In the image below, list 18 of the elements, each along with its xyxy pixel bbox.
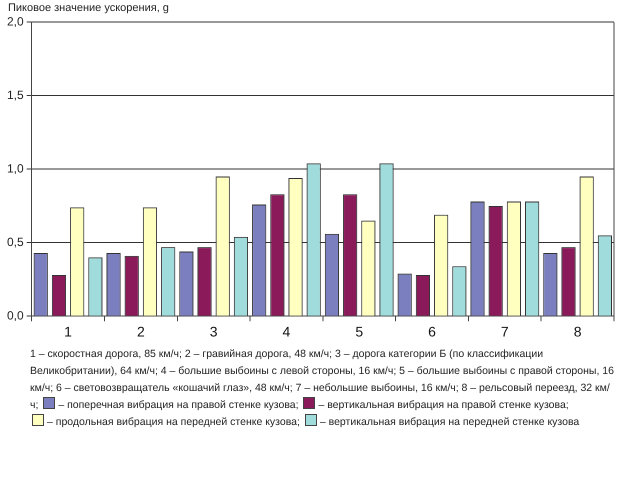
legend-label: – поперечная вибрация на правой стенке кузова; — [58, 399, 299, 411]
x-tick-label: 7 — [500, 323, 509, 340]
y-tick-label: 0,0 — [6, 308, 24, 323]
x-tick-label: 4 — [282, 323, 291, 340]
y-tick-label: 2,0 — [6, 14, 24, 29]
legend-label: – вертикальная вибрация на правой стенке кузова; — [318, 399, 569, 411]
x-tick-label: 8 — [574, 323, 582, 340]
y-tick-label: 1,0 — [6, 162, 24, 176]
legend-label: – продольная вибрация на передней стенке кузова; — [47, 416, 300, 428]
y-tick-label: 1,5 — [6, 88, 24, 102]
x-tick-label: 5 — [355, 323, 364, 340]
y-axis-title: Пиковое значение ускорения, g — [8, 2, 169, 14]
y-tick-label: 0,5 — [6, 235, 24, 250]
x-tick-label: 2 — [136, 323, 145, 340]
legend-label: – вертикальная вибрация на передней стенке кузова — [320, 416, 580, 428]
x-tick-label: 3 — [210, 323, 218, 340]
x-tick-label: 1 — [64, 323, 72, 340]
x-tick-label: 6 — [428, 323, 436, 340]
